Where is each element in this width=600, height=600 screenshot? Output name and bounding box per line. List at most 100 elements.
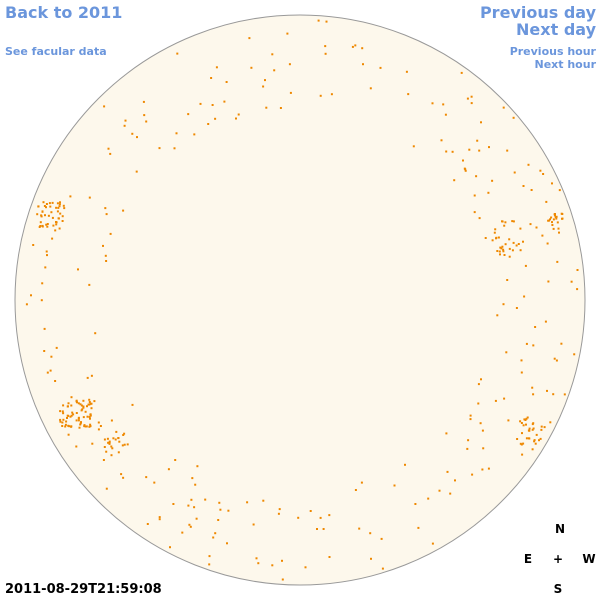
facula: [41, 210, 44, 213]
facula: [470, 95, 473, 98]
facula: [539, 437, 542, 440]
facula: [190, 498, 193, 501]
facula: [104, 207, 107, 210]
facula: [131, 132, 134, 135]
facula: [552, 227, 555, 230]
facula: [502, 250, 505, 253]
facula: [41, 225, 44, 228]
facula: [126, 443, 129, 446]
facula: [528, 437, 531, 440]
facula: [214, 117, 217, 120]
facula: [469, 418, 472, 421]
facula: [59, 212, 62, 215]
facula: [505, 351, 508, 354]
facula: [187, 504, 190, 507]
facula: [481, 429, 484, 432]
facula: [324, 45, 327, 48]
facula: [88, 416, 91, 418]
facula: [64, 425, 67, 428]
facula: [532, 422, 535, 425]
facula: [519, 249, 522, 252]
facula: [199, 102, 202, 105]
facula: [110, 419, 113, 422]
facula: [309, 510, 312, 512]
facula: [61, 220, 64, 222]
facula: [47, 214, 50, 217]
facula: [63, 207, 66, 210]
facula: [554, 216, 557, 218]
facula: [576, 288, 579, 291]
facula: [67, 414, 70, 417]
facula: [544, 320, 547, 323]
facula: [515, 244, 518, 247]
facula: [431, 542, 434, 545]
facula: [51, 237, 54, 240]
facula: [551, 221, 553, 224]
facula: [271, 564, 274, 567]
facula: [520, 359, 523, 362]
facula: [57, 217, 60, 220]
facula: [37, 205, 40, 208]
facula: [218, 501, 221, 504]
facula: [548, 219, 550, 222]
facula: [207, 123, 210, 125]
facula: [554, 213, 556, 215]
facula: [444, 113, 447, 116]
facula: [189, 525, 192, 528]
facula: [541, 234, 544, 237]
faculae: [25, 19, 579, 581]
facula: [265, 106, 268, 109]
facula: [542, 173, 545, 175]
facula: [446, 470, 449, 473]
facula: [79, 422, 82, 425]
facula: [32, 244, 35, 246]
facula: [354, 489, 357, 491]
facula: [90, 402, 93, 405]
facula: [97, 428, 100, 431]
previous-hour-link[interactable]: Previous hour: [509, 45, 596, 58]
facula: [563, 393, 566, 396]
facula: [43, 205, 46, 207]
next-hour-link[interactable]: Next hour: [534, 58, 597, 71]
facula: [508, 238, 511, 241]
compass-west: W: [582, 552, 596, 566]
facula: [445, 432, 448, 435]
facula: [506, 149, 509, 152]
facula: [50, 211, 53, 214]
facula: [51, 216, 54, 219]
facula: [381, 567, 384, 570]
facula: [90, 407, 93, 410]
next-day-link[interactable]: Next day: [516, 20, 596, 39]
facula: [102, 459, 105, 461]
facula: [522, 442, 525, 445]
facula: [131, 403, 134, 406]
facula: [264, 79, 266, 82]
facula: [496, 250, 499, 252]
solar-disk: [14, 14, 586, 586]
facula: [528, 427, 531, 430]
facula: [551, 224, 554, 226]
facula: [526, 416, 529, 419]
previous-day-link[interactable]: Previous day: [479, 3, 596, 22]
facula: [54, 380, 57, 382]
facula: [468, 148, 471, 151]
facular-data-link[interactable]: See facular data: [5, 45, 107, 58]
facula: [552, 393, 555, 396]
facula: [277, 512, 280, 515]
facula: [44, 214, 46, 217]
facula: [330, 93, 333, 96]
facula: [211, 104, 214, 106]
facula: [123, 124, 126, 127]
facula: [525, 417, 528, 420]
facula: [278, 508, 281, 511]
facula: [59, 410, 62, 413]
facula: [145, 120, 148, 123]
back-year-link[interactable]: Back to 2011: [5, 3, 123, 22]
facula: [503, 224, 506, 227]
facula: [78, 426, 81, 429]
facula: [59, 201, 61, 204]
facula: [70, 425, 73, 428]
facula: [462, 159, 464, 162]
facula: [262, 85, 265, 88]
